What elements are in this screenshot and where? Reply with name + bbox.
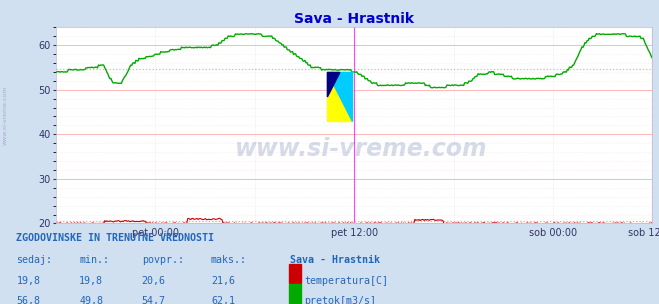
Polygon shape: [328, 72, 340, 97]
Text: min.:: min.:: [79, 255, 109, 265]
Text: ZGODOVINSKE IN TRENUTNE VREDNOSTI: ZGODOVINSKE IN TRENUTNE VREDNOSTI: [16, 233, 214, 243]
Text: 19,8: 19,8: [79, 275, 103, 285]
Title: Sava - Hrastnik: Sava - Hrastnik: [294, 12, 415, 26]
Text: sedaj:: sedaj:: [16, 255, 53, 265]
Bar: [289, 264, 301, 283]
Text: 19,8: 19,8: [16, 275, 40, 285]
Text: 49,8: 49,8: [79, 296, 103, 304]
Text: 62,1: 62,1: [211, 296, 235, 304]
Text: povpr.:: povpr.:: [142, 255, 184, 265]
Text: 20,6: 20,6: [142, 275, 165, 285]
Text: 54,7: 54,7: [142, 296, 165, 304]
Text: 56,8: 56,8: [16, 296, 40, 304]
Text: 21,6: 21,6: [211, 275, 235, 285]
Text: maks.:: maks.:: [211, 255, 247, 265]
Text: pretok[m3/s]: pretok[m3/s]: [304, 296, 376, 304]
Text: www.si-vreme.com: www.si-vreme.com: [3, 86, 8, 145]
Text: Sava - Hrastnik: Sava - Hrastnik: [290, 255, 380, 265]
Bar: [289, 284, 301, 303]
Polygon shape: [328, 72, 353, 122]
Text: www.si-vreme.com: www.si-vreme.com: [235, 137, 488, 161]
Bar: [328, 72, 353, 122]
Text: temperatura[C]: temperatura[C]: [304, 275, 388, 285]
